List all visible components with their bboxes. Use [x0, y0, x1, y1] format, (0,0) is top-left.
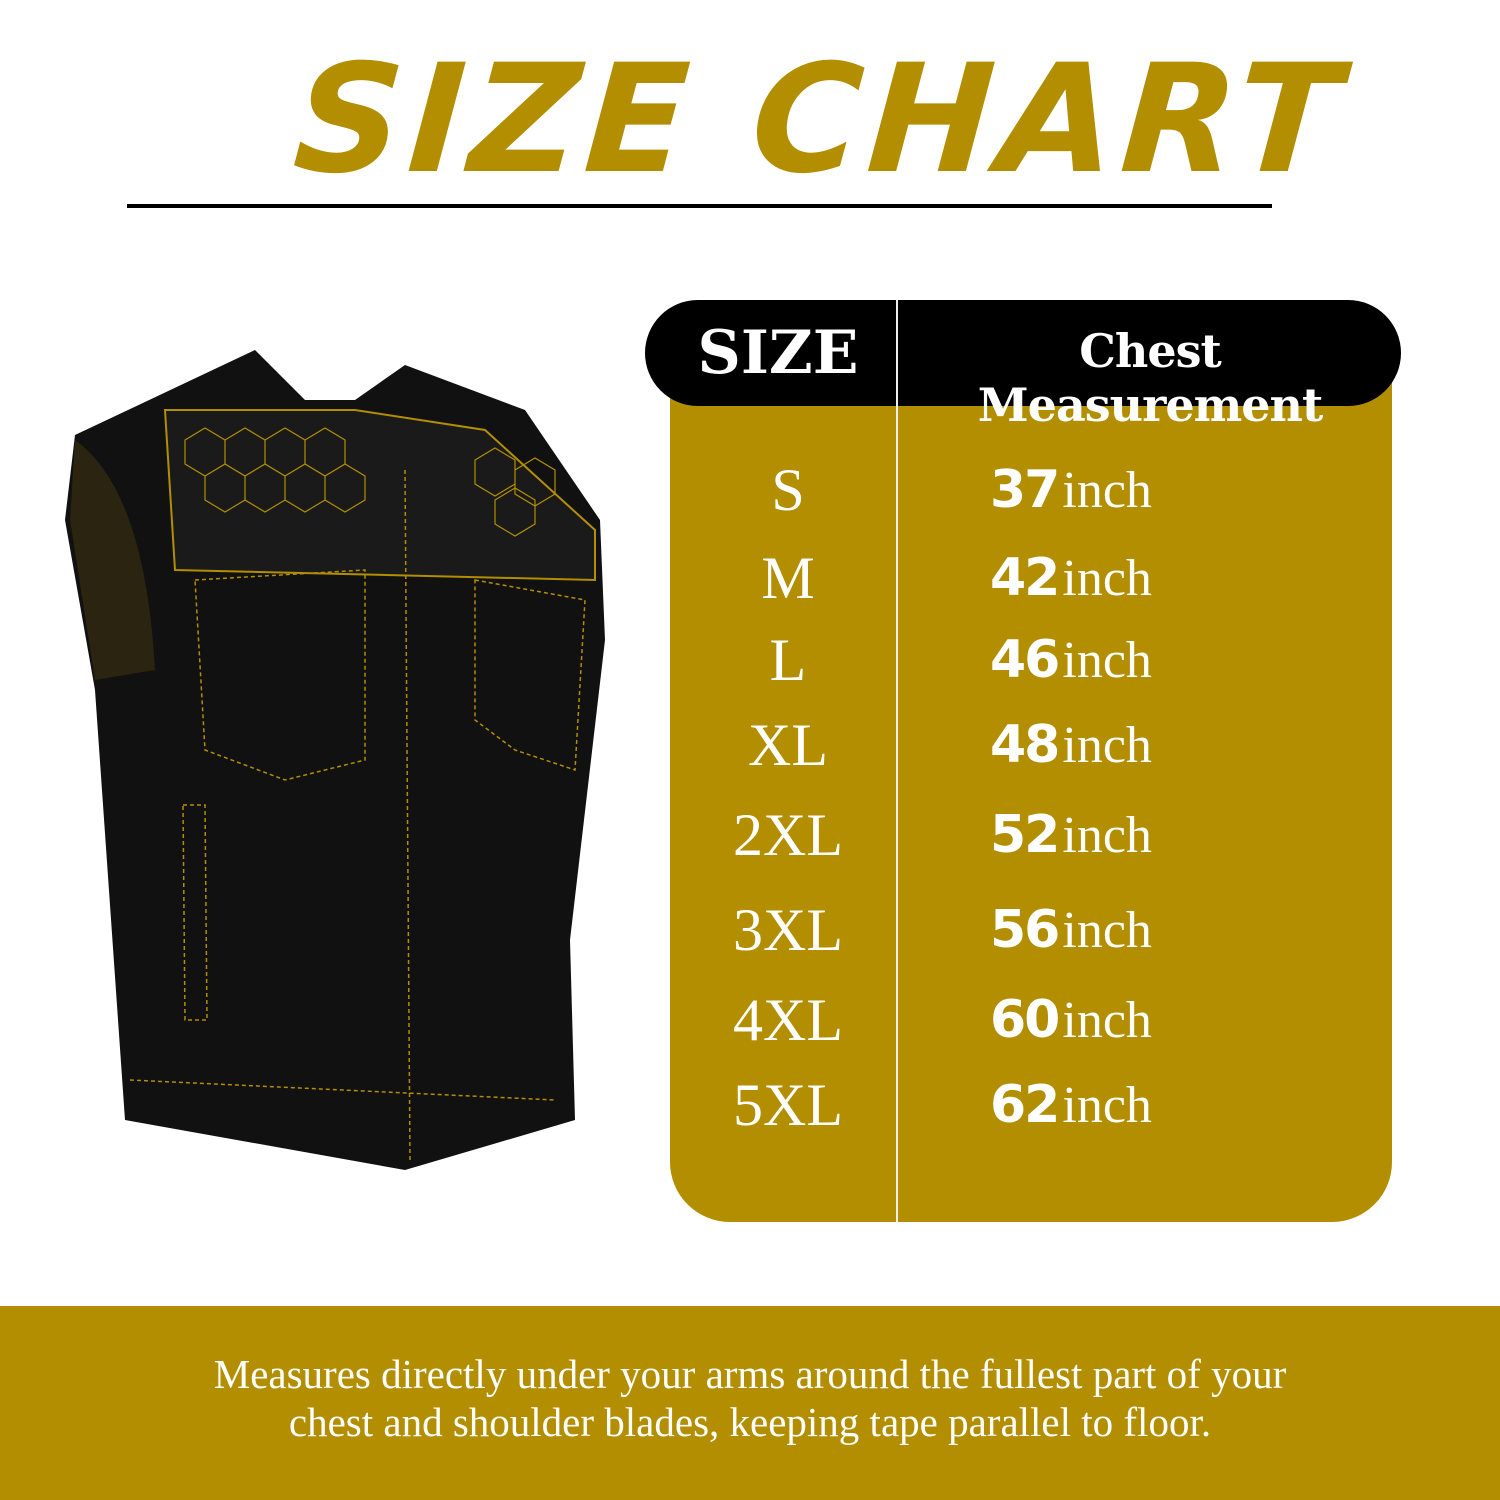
chest-value: 52 [990, 805, 1060, 865]
chest-unit: inch [1062, 992, 1152, 1049]
measurement-instructions: Measures directly under your arms around… [60, 1350, 1440, 1446]
chest-unit: inch [1062, 717, 1152, 774]
chest-value: 42 [990, 548, 1060, 608]
chest-unit: inch [1062, 902, 1152, 959]
size-label: 4XL [733, 987, 843, 1053]
table-row: M 42inch [670, 538, 1392, 618]
table-row: 4XL 60inch [670, 980, 1392, 1060]
vest-product-image [65, 350, 605, 1170]
chest-value: 46 [990, 630, 1060, 690]
table-row: S 37inch [670, 450, 1392, 530]
title-divider [127, 204, 1272, 208]
table-row: 3XL 56inch [670, 890, 1392, 970]
column-divider [896, 300, 898, 1222]
chest-unit: inch [1062, 462, 1152, 519]
chest-value: 60 [990, 990, 1060, 1050]
instructions-line-1: Measures directly under your arms around… [213, 1351, 1287, 1397]
size-label: XL [748, 712, 828, 778]
size-table-body [670, 330, 1392, 1222]
table-row: XL 48inch [670, 705, 1392, 785]
chest-value: 56 [990, 900, 1060, 960]
size-label: M [761, 545, 815, 611]
size-label: L [769, 627, 807, 693]
table-row: 2XL 52inch [670, 795, 1392, 875]
page-title: SIZE CHART [288, 33, 1352, 207]
chest-value: 62 [990, 1075, 1060, 1135]
size-label: 2XL [733, 802, 843, 868]
size-table-header [645, 300, 1401, 406]
chest-value: 37 [990, 460, 1060, 520]
size-label: S [771, 457, 805, 523]
chest-value: 48 [990, 715, 1060, 775]
header-size: SIZE [697, 318, 859, 388]
header-chest-measurement: Chest Measurement [977, 324, 1323, 432]
chest-unit: inch [1062, 550, 1152, 607]
footer-band [0, 1306, 1500, 1500]
size-label: 5XL [733, 1072, 843, 1138]
table-row: 5XL 62inch [670, 1065, 1392, 1145]
chest-unit: inch [1062, 632, 1152, 689]
table-row: L 46inch [670, 620, 1392, 700]
chest-unit: inch [1062, 1077, 1152, 1134]
chest-unit: inch [1062, 807, 1152, 864]
instructions-line-2: chest and shoulder blades, keeping tape … [288, 1399, 1212, 1445]
size-label: 3XL [733, 897, 843, 963]
